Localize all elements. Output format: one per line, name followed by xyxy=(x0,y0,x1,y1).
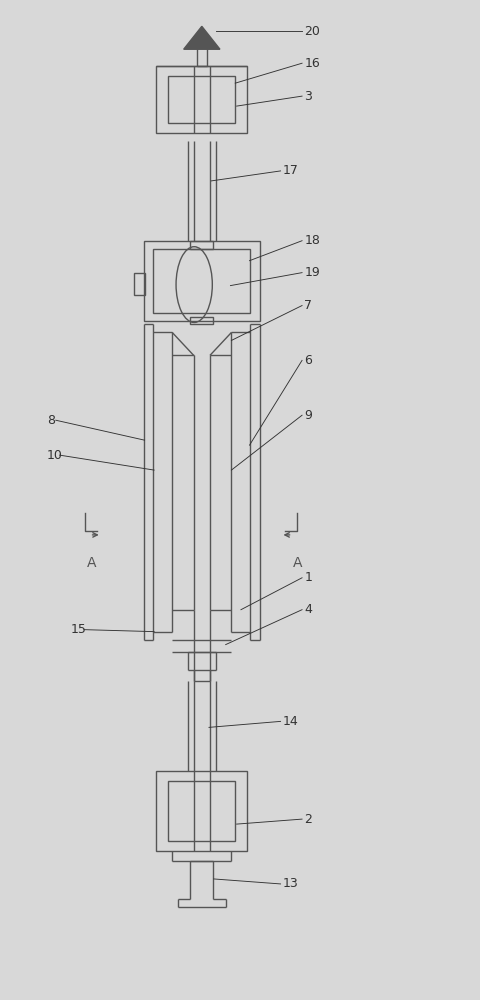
Text: 4: 4 xyxy=(304,603,312,616)
Bar xyxy=(191,317,213,324)
Text: A: A xyxy=(87,556,97,570)
Text: 13: 13 xyxy=(283,877,299,890)
Bar xyxy=(168,76,235,123)
Text: 1: 1 xyxy=(304,571,312,584)
Text: 9: 9 xyxy=(304,409,312,422)
Bar xyxy=(134,273,144,295)
Text: 17: 17 xyxy=(283,164,299,177)
Bar xyxy=(156,66,247,133)
Text: 14: 14 xyxy=(283,715,299,728)
Polygon shape xyxy=(184,26,220,49)
Bar xyxy=(144,241,260,320)
Text: 8: 8 xyxy=(47,414,55,427)
Text: 15: 15 xyxy=(71,623,86,636)
Bar xyxy=(168,781,235,841)
Text: 16: 16 xyxy=(304,57,320,70)
Text: A: A xyxy=(292,556,302,570)
Text: 19: 19 xyxy=(304,266,320,279)
Text: 10: 10 xyxy=(47,449,62,462)
Bar xyxy=(153,249,251,313)
Bar xyxy=(191,241,213,249)
Text: 20: 20 xyxy=(304,25,320,38)
Text: 2: 2 xyxy=(304,813,312,826)
Text: 7: 7 xyxy=(304,299,312,312)
Text: 6: 6 xyxy=(304,354,312,367)
Text: 3: 3 xyxy=(304,90,312,103)
Bar xyxy=(156,771,247,851)
Text: 18: 18 xyxy=(304,234,320,247)
